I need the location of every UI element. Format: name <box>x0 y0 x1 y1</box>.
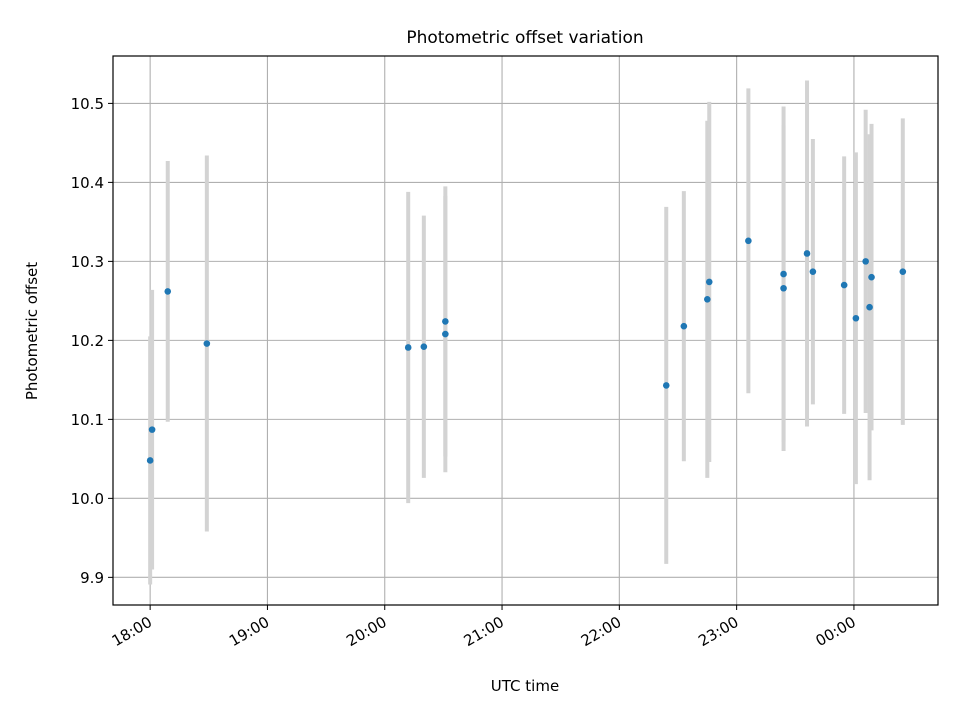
y-tick-label: 10.1 <box>71 411 104 429</box>
data-point <box>866 303 873 311</box>
data-point <box>852 314 860 322</box>
x-axis-label: UTC time <box>491 677 559 695</box>
y-tick-label: 9.9 <box>80 569 104 587</box>
grid-lines <box>113 56 938 605</box>
data-point <box>705 278 713 286</box>
data-point <box>203 340 211 347</box>
data-point <box>862 258 869 265</box>
data-point <box>780 284 787 292</box>
data-point <box>704 295 711 303</box>
data-point <box>404 344 412 351</box>
data-point <box>780 270 787 278</box>
data-point <box>442 318 449 325</box>
data-point <box>146 457 154 464</box>
data-point <box>680 322 688 330</box>
y-tick-label: 10.2 <box>71 332 104 350</box>
data-points <box>146 237 907 464</box>
data-point <box>148 426 156 433</box>
data-point <box>899 268 907 275</box>
data-point <box>809 268 817 275</box>
data-point <box>420 343 428 350</box>
y-axis-label: Photometric offset <box>23 262 41 400</box>
data-point <box>442 330 449 338</box>
data-point <box>803 250 811 257</box>
y-tick-label: 10.5 <box>71 95 104 113</box>
data-point <box>868 273 875 281</box>
data-point <box>662 382 670 389</box>
chart-title: Photometric offset variation <box>406 28 643 48</box>
y-tick-label: 10.4 <box>71 174 104 192</box>
data-point <box>745 237 752 245</box>
data-point <box>840 281 848 289</box>
plot-frame <box>112 55 939 606</box>
y-tick-label: 10.0 <box>71 490 104 508</box>
y-tick-label: 10.3 <box>71 253 104 271</box>
data-point <box>164 288 172 295</box>
